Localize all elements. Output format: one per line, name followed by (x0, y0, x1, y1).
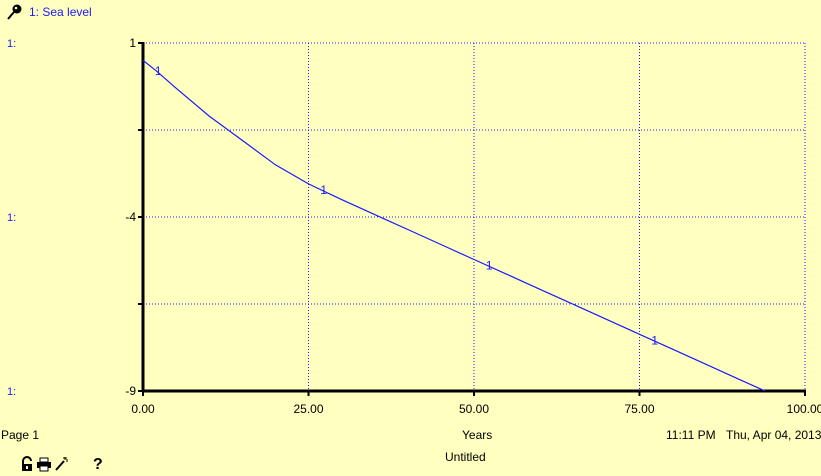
lock-icon[interactable] (20, 456, 34, 472)
x-tick-label: 50.00 (459, 402, 489, 416)
scale-label-middle: 1: (7, 212, 17, 224)
page-label: Page 1 (1, 428, 40, 442)
series-marker-label: 1 (486, 258, 493, 272)
scale-label-top: 1: (7, 38, 17, 50)
y-tick-label: -4 (125, 210, 136, 224)
x-tick-label: 25.00 (293, 402, 323, 416)
series-marker-label: 1 (651, 333, 658, 347)
scale-label-bottom: 1: (7, 386, 17, 398)
print-icon[interactable] (36, 456, 52, 472)
legend: 1: Sea level (6, 3, 92, 21)
y-tick-label: -9 (125, 384, 136, 398)
document-title: Untitled (445, 450, 486, 464)
legend-label: 1: Sea level (29, 5, 92, 19)
x-tick-label: 75.00 (624, 402, 654, 416)
x-tick-label: 100.00 (787, 402, 821, 416)
help-button[interactable]: ? (93, 456, 103, 473)
date-label: Thu, Apr 04, 2013 (726, 428, 821, 442)
wand-icon[interactable] (54, 456, 68, 472)
series-marker-label: 1 (320, 183, 327, 197)
x-axis-title: Years (462, 428, 493, 442)
time-label: 11:11 PM (666, 428, 716, 442)
series-marker-label: 1 (155, 64, 162, 78)
x-tick-label: 0.00 (131, 402, 155, 416)
toolbar (20, 456, 68, 472)
y-tick-label: 1 (129, 36, 136, 50)
series-line-sea-level (143, 59, 767, 391)
pin-icon[interactable] (6, 3, 24, 21)
